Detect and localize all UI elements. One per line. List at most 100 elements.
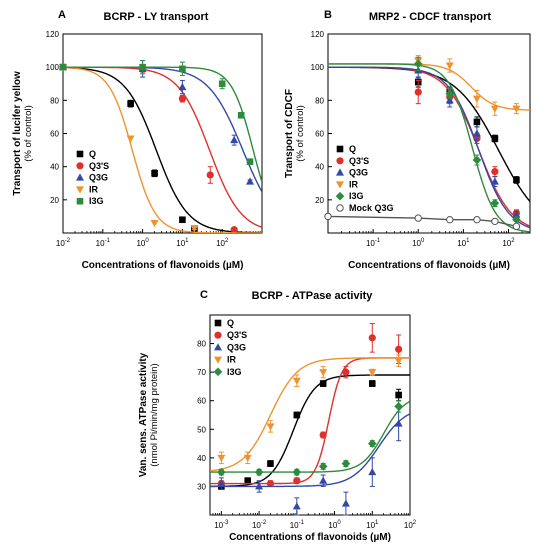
- data-point: [445, 96, 454, 104]
- series-i3g: [59, 60, 262, 183]
- fit-curve: [328, 63, 530, 111]
- x-tick-label: 100: [412, 238, 425, 248]
- y-tick-label: 60: [315, 130, 324, 139]
- data-point: [368, 369, 377, 377]
- x-tick-label: 10-2: [252, 520, 267, 530]
- x-tick-label: 100: [136, 238, 149, 248]
- y-axis-label: Transport of lucifer yellow: [12, 71, 23, 196]
- legend-item: IR: [336, 179, 359, 189]
- data-point: [473, 216, 481, 224]
- x-tick-label: 102: [216, 238, 229, 248]
- data-point: [218, 80, 226, 88]
- fit-curve: [210, 413, 410, 488]
- x-axis-label: Concentrations of flavonoids (µM): [82, 260, 244, 271]
- y-axis-sublabel: (% of control): [23, 105, 34, 162]
- x-axis-label: Concentrations of flavonoids (µM): [348, 260, 510, 271]
- x-tick-label: 10-1: [96, 238, 111, 248]
- data-point: [293, 411, 301, 419]
- fit-curve: [328, 66, 530, 202]
- data-point: [472, 95, 481, 103]
- y-axis-sublabel: (% of control): [295, 105, 306, 162]
- chart-title: MRP2 - CDCF transport: [369, 11, 492, 23]
- x-tick-label: 102: [404, 520, 417, 530]
- panel-letter: C: [200, 289, 208, 301]
- data-point: [512, 210, 521, 218]
- data-point: [150, 220, 159, 228]
- data-point: [341, 499, 350, 507]
- data-point: [367, 439, 377, 448]
- x-axis-label: Concentrations of flavonoids (µM): [229, 532, 391, 543]
- data-point: [151, 170, 158, 177]
- data-point: [319, 369, 328, 377]
- y-tick-label: 30: [197, 482, 206, 491]
- x-tick-label: 10-1: [366, 238, 381, 248]
- y-tick-label: 80: [50, 96, 59, 105]
- data-point: [445, 89, 455, 98]
- series-i3g: [210, 400, 410, 477]
- chart-title: BCRP - ATPase activity: [252, 290, 374, 302]
- fit-curve: [210, 357, 410, 472]
- y-tick-label: 20: [315, 196, 324, 205]
- legend-item: Q3'S: [336, 156, 369, 166]
- legend-marker: [214, 343, 222, 351]
- legend-label: Q: [89, 149, 96, 159]
- data-point: [246, 158, 254, 165]
- fit-curve: [63, 66, 262, 183]
- data-point: [368, 467, 377, 476]
- legend-label: IR: [89, 184, 99, 194]
- legend-item: IR: [76, 184, 99, 194]
- legend-item: IR: [214, 355, 237, 365]
- data-point: [445, 62, 454, 70]
- chart-panel-b: B MRP2 - CDCF transport 20 40 60 80 100 120 10-1…: [284, 9, 531, 271]
- y-tick-label: 100: [46, 63, 60, 72]
- data-point: [490, 177, 499, 185]
- data-point: [414, 88, 422, 96]
- legend-label: Q3G: [227, 342, 246, 352]
- legend-marker: [76, 197, 84, 205]
- data-point: [490, 105, 499, 113]
- data-point: [368, 380, 376, 387]
- y-axis-label: Van. sens. ATPase activity: [138, 352, 149, 477]
- data-point: [230, 226, 238, 234]
- legend-marker: [336, 181, 344, 189]
- data-point: [293, 477, 301, 485]
- data-point: [414, 214, 422, 222]
- x-tick-label: 10-1: [290, 520, 305, 530]
- legend-marker: [213, 367, 223, 377]
- legend-marker: [336, 157, 344, 165]
- legend-marker: [214, 331, 222, 339]
- y-tick-label: 60: [50, 130, 59, 139]
- panel-letter: B: [324, 9, 332, 21]
- y-tick-label: 120: [46, 30, 60, 39]
- data-point: [139, 63, 146, 71]
- fit-curve: [328, 215, 517, 228]
- data-point: [319, 431, 327, 439]
- data-point: [254, 467, 264, 477]
- data-point: [292, 467, 302, 477]
- y-tick-label: 80: [197, 340, 206, 349]
- legend-marker: [336, 204, 344, 212]
- y-tick-label: 40: [197, 454, 206, 463]
- legend-item: Q3'S: [214, 330, 247, 340]
- legend-label: IR: [227, 355, 237, 365]
- data-point: [512, 105, 521, 113]
- data-point: [127, 100, 134, 107]
- y-tick-label: 40: [50, 163, 59, 172]
- series-q3g: [210, 405, 410, 516]
- legend-marker: [76, 173, 84, 181]
- fit-curve: [210, 400, 410, 473]
- data-point: [319, 380, 327, 387]
- x-tick-label: 101: [457, 238, 470, 248]
- legend-label: Q3G: [89, 173, 108, 183]
- data-point: [292, 502, 301, 510]
- legend-label: I3G: [227, 367, 242, 377]
- data-point: [244, 477, 252, 485]
- legend-label: Q: [349, 144, 356, 154]
- data-point: [473, 118, 481, 126]
- legend-label: IR: [349, 179, 359, 189]
- x-tick-label: 10-2: [56, 238, 71, 248]
- x-tick-label: 10-3: [214, 520, 229, 530]
- data-point: [237, 111, 245, 119]
- y-tick-label: 80: [315, 96, 324, 105]
